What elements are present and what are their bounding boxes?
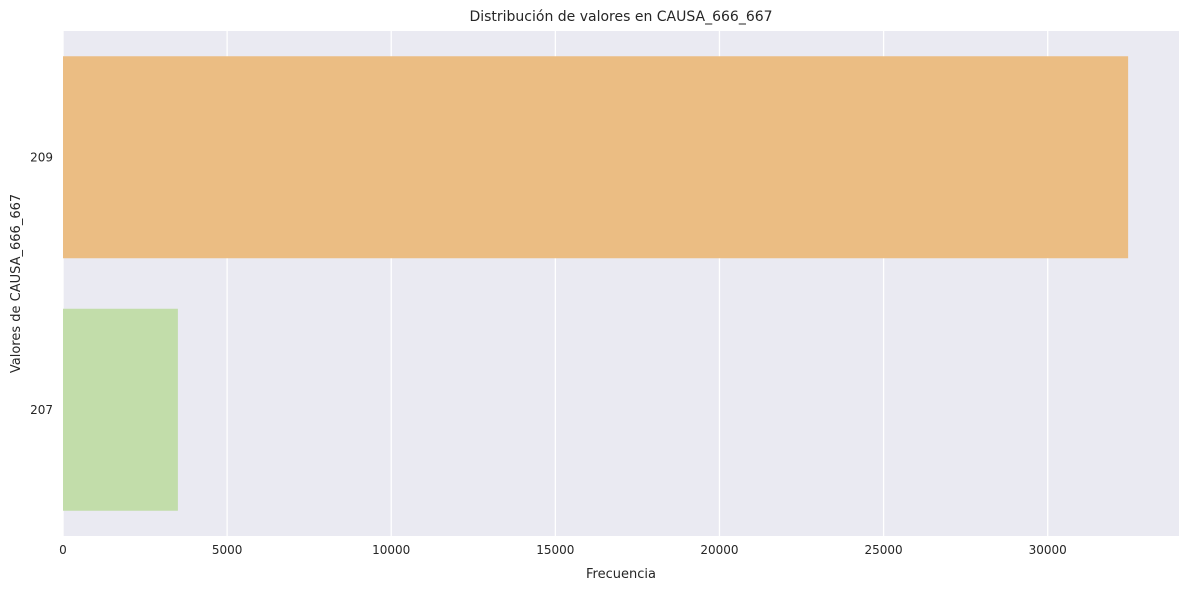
x-tick-label: 15000 — [536, 543, 574, 557]
y-axis-label: Valores de CAUSA_666_667 — [9, 194, 24, 373]
x-tick-label: 20000 — [700, 543, 738, 557]
y-tick-label: 207 — [30, 403, 53, 417]
chart-title: Distribución de valores en CAUSA_666_667 — [469, 9, 772, 25]
bars — [63, 56, 1129, 511]
y-tick-label: 209 — [30, 150, 53, 164]
x-tick-label: 30000 — [1029, 543, 1067, 557]
x-axis-ticks: 0 5000 10000 15000 20000 25000 30000 — [59, 543, 1067, 557]
x-tick-label: 25000 — [864, 543, 902, 557]
x-axis-label: Frecuencia — [586, 567, 656, 582]
x-tick-label: 10000 — [372, 543, 410, 557]
x-tick-label: 0 — [59, 543, 67, 557]
y-axis-ticks: 209 207 — [30, 150, 53, 417]
x-tick-label: 5000 — [212, 543, 243, 557]
bar-207 — [63, 308, 178, 511]
bar-209 — [63, 56, 1129, 259]
